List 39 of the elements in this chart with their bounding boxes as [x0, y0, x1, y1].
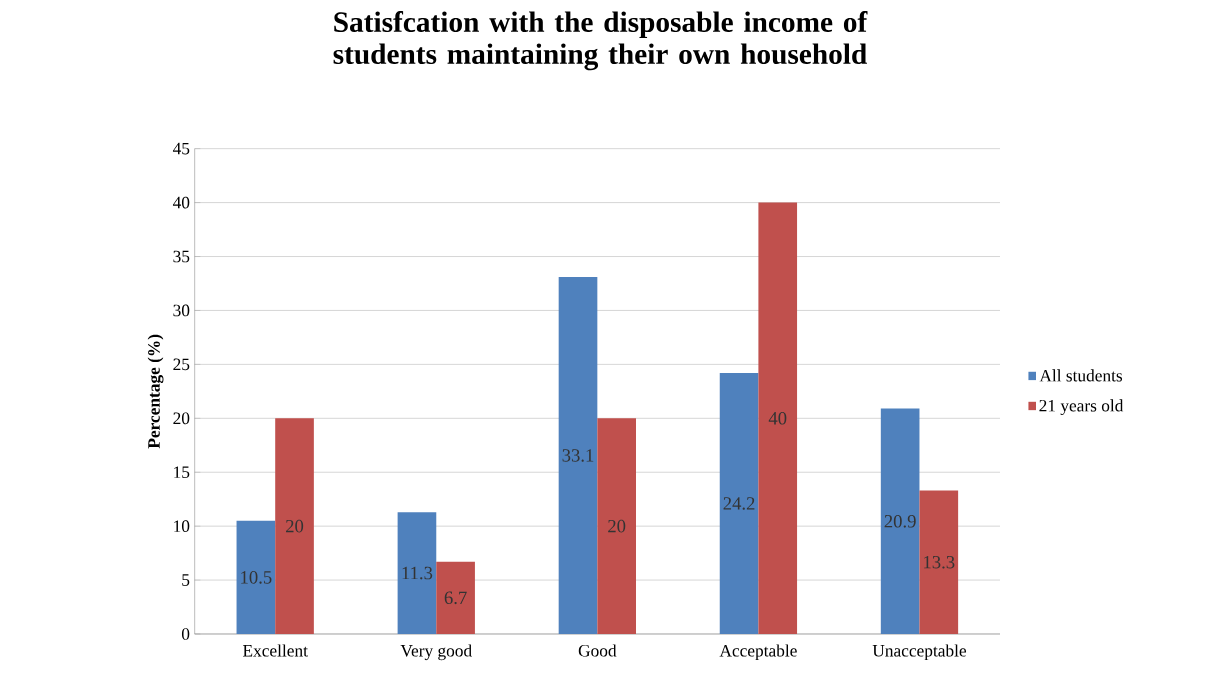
y-tick-label: 40 [172, 196, 190, 209]
chart-title: Satisfcation with the disposable income of students maintaining their own household [333, 11, 868, 71]
data-label: 10.5 [241, 571, 272, 584]
data-label: 11.3 [402, 566, 433, 580]
y-tick-label: 15 [174, 466, 190, 479]
bar [558, 277, 598, 634]
y-tick-label: 20 [173, 412, 190, 425]
bar [597, 418, 636, 634]
data-label: 20.9 [884, 514, 916, 528]
y-tick-label: 10 [174, 520, 190, 532]
data-label: 13.3 [924, 555, 955, 569]
y-tick-label: 30 [173, 304, 190, 317]
x-tick-label: Acceptable [719, 644, 797, 661]
data-label: 24.2 [723, 497, 755, 510]
bar [436, 561, 475, 634]
bar [236, 520, 276, 634]
y-tick-label: 45 [172, 142, 190, 155]
data-label: 20 [608, 519, 626, 533]
y-tick-label: 0 [181, 628, 190, 640]
y-tick-label: 35 [173, 250, 190, 263]
y-tick-label: 5 [182, 574, 190, 586]
bar [880, 408, 920, 634]
y-tick-label: 25 [173, 358, 190, 371]
bar [719, 373, 759, 634]
data-label: 20 [286, 519, 304, 533]
data-label: 40 [768, 411, 787, 425]
y-axis-title: Percentage (%) [147, 334, 164, 449]
bar [758, 202, 798, 634]
x-tick-label: Good [578, 644, 617, 657]
legend-label: 21 years old [1039, 399, 1124, 416]
legend-label: All students [1039, 369, 1123, 382]
data-label: 6.7 [444, 591, 467, 605]
x-tick-label: Very good [400, 644, 472, 661]
x-tick-label: Unacceptable [872, 644, 967, 661]
bar [919, 490, 959, 634]
data-label: 33.1 [562, 449, 594, 462]
bar [397, 512, 437, 634]
bar [275, 418, 314, 634]
x-tick-label: Excellent [242, 644, 308, 657]
